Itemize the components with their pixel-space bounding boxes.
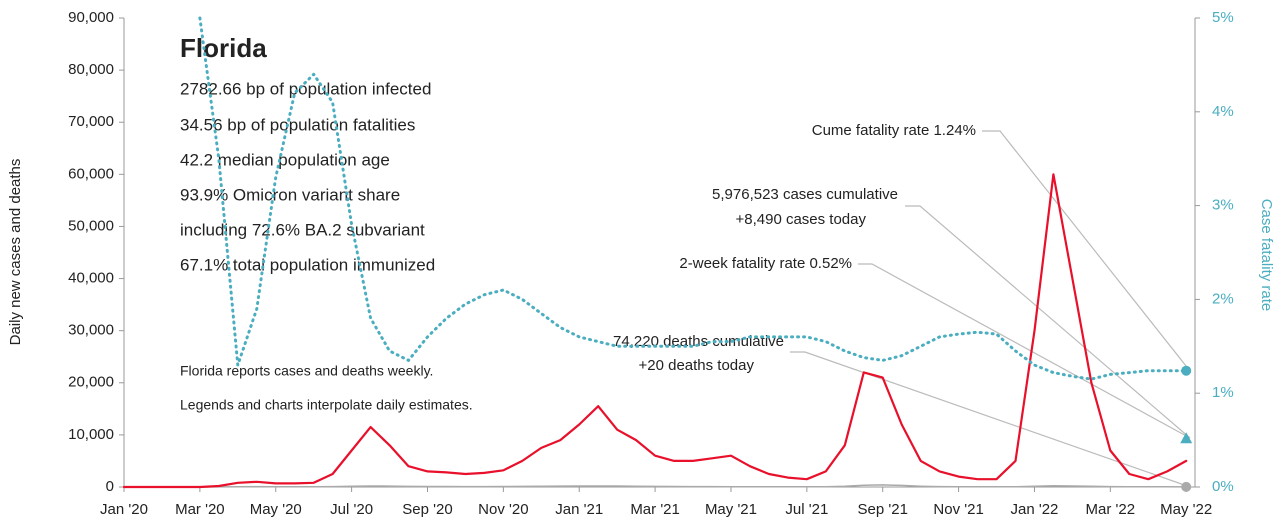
annotation: 2-week fatality rate 0.52%	[679, 255, 852, 272]
x-tick-label: Jul '20	[330, 501, 373, 518]
leader-line	[858, 263, 1191, 439]
end-marker	[1181, 481, 1192, 492]
y-tick-label: 40,000	[68, 270, 114, 287]
y2-tick-label: 3%	[1212, 197, 1234, 214]
x-tick-label: Nov '21	[933, 501, 983, 518]
stat: 67.1% total population immunized	[180, 255, 435, 274]
leader-line	[790, 351, 1191, 488]
x-tick-label: Jan '20	[100, 501, 148, 518]
end-marker	[1181, 365, 1192, 376]
stat: 42.2 median population age	[180, 150, 390, 169]
y-axis-label: Daily new cases and deaths	[7, 159, 24, 346]
y-tick-label: 60,000	[68, 165, 114, 182]
y2-tick-label: 2%	[1212, 290, 1234, 307]
x-tick-label: Nov '20	[478, 501, 528, 518]
y2-axis-label: Case fatality rate	[1258, 199, 1275, 312]
note: Florida reports cases and deaths weekly.	[180, 363, 433, 379]
x-tick-label: Mar '20	[175, 501, 225, 518]
x-tick-label: Jan '22	[1011, 501, 1059, 518]
x-tick-label: Jul '21	[785, 501, 828, 518]
chart-title: Florida	[180, 33, 267, 63]
x-tick-label: Sep '20	[402, 501, 452, 518]
y-tick-label: 50,000	[68, 217, 114, 234]
y-tick-label: 0	[106, 478, 114, 495]
x-tick-label: May '22	[1160, 501, 1212, 518]
stat: including 72.6% BA.2 subvariant	[180, 220, 425, 239]
y-tick-label: 90,000	[68, 9, 114, 26]
y2-tick-label: 5%	[1212, 9, 1234, 26]
annotation: Cume fatality rate 1.24%	[812, 122, 976, 139]
annotations: Cume fatality rate 1.24% 5,976,523 cases…	[613, 122, 1191, 488]
y2-tick-label: 4%	[1212, 103, 1234, 120]
leader-line	[982, 130, 1191, 372]
series-line	[122, 173, 1188, 489]
series-line	[123, 484, 1187, 488]
y2-tick-label: 1%	[1212, 384, 1234, 401]
leader-line	[905, 205, 1191, 439]
annotation: 5,976,523 cases cumulative	[712, 186, 898, 203]
y-tick-label: 20,000	[68, 374, 114, 391]
x-tick-label: Mar '21	[630, 501, 680, 518]
x-tick-label: Sep '21	[858, 501, 908, 518]
x-tick-label: Jan '21	[555, 501, 603, 518]
y-tick-label: 70,000	[68, 113, 114, 130]
annotation: +8,490 cases today	[735, 211, 866, 228]
y-tick-label: 10,000	[68, 426, 114, 443]
annotation: +20 deaths today	[638, 357, 754, 374]
stat: 34.56 bp of population fatalities	[180, 115, 415, 134]
end-marker	[1180, 432, 1193, 444]
stat: 2782.66 bp of population infected	[180, 79, 431, 98]
stat: 93.9% Omicron variant share	[180, 185, 400, 204]
y2-tick-label: 0%	[1212, 478, 1234, 495]
x-tick-label: May '20	[250, 501, 302, 518]
x-tick-label: May '21	[705, 501, 757, 518]
y-tick-label: 80,000	[68, 61, 114, 78]
note: Legends and charts interpolate daily est…	[180, 397, 473, 413]
x-tick-label: Mar '22	[1086, 501, 1136, 518]
y-tick-label: 30,000	[68, 322, 114, 339]
series-line	[198, 16, 1188, 381]
